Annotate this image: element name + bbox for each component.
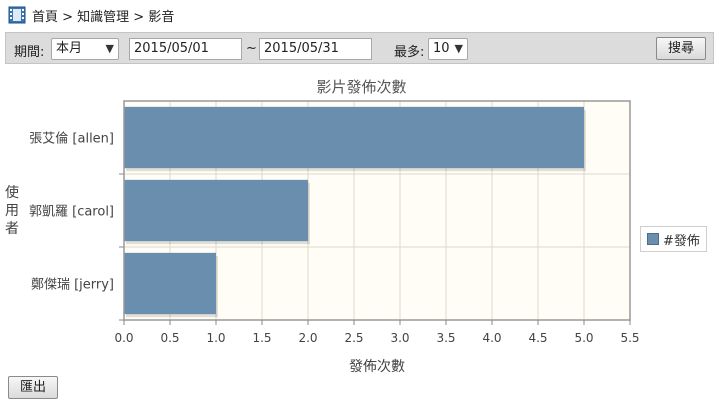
date-separator: ~: [246, 41, 257, 56]
export-button[interactable]: 匯出: [8, 376, 58, 399]
x-tick-label: 3.5: [436, 331, 455, 345]
bar: [124, 252, 216, 315]
x-tick-label: 4.0: [482, 331, 501, 345]
chevron-down-icon: ▼: [454, 42, 463, 55]
x-tick-label: 1.5: [252, 331, 271, 345]
y-axis-label: 使用者: [5, 185, 19, 237]
period-value: 本月: [56, 41, 83, 56]
max-value: 10: [433, 41, 450, 56]
bar: [124, 106, 584, 169]
x-tick-label: 0.5: [160, 331, 179, 345]
x-tick-label: 0.0: [114, 331, 133, 345]
x-tick-label: 5.5: [620, 331, 639, 345]
chart-title: 影片發佈次數: [316, 78, 407, 96]
x-tick-label: 1.0: [206, 331, 225, 345]
max-label: 最多:: [394, 45, 425, 60]
legend-swatch: [647, 233, 659, 245]
period-label: 期間:: [14, 45, 45, 60]
filter-toolbar: 期間: 本月 ▼ 2015/05/01 ~ 2015/05/31 最多: 10 …: [5, 32, 714, 64]
period-select[interactable]: 本月 ▼: [51, 38, 119, 60]
bar: [124, 179, 308, 242]
chart-legend: #發佈: [640, 226, 707, 252]
breadcrumb-text: 首頁 > 知識管理 > 影音: [32, 9, 175, 25]
category-label: 郭凱羅 [carol]: [29, 204, 114, 220]
x-tick-label: 2.0: [298, 331, 317, 345]
plot-border: [123, 100, 631, 321]
chevron-down-icon: ▼: [105, 42, 114, 55]
x-tick-label: 4.5: [528, 331, 547, 345]
date-from-input[interactable]: 2015/05/01: [129, 38, 242, 60]
breadcrumb: 首頁 > 知識管理 > 影音: [8, 4, 174, 26]
x-axis-label: 發佈次數: [349, 359, 405, 375]
x-tick-label: 5.0: [574, 331, 593, 345]
x-tick-label: 2.5: [344, 331, 363, 345]
category-label: 張艾倫 [allen]: [29, 132, 114, 147]
x-tick-label: 3.0: [390, 331, 409, 345]
film-icon: [8, 6, 26, 24]
category-label: 鄭傑瑞 [jerry]: [31, 278, 114, 293]
date-to-input[interactable]: 2015/05/31: [259, 38, 372, 60]
max-select[interactable]: 10 ▼: [428, 38, 468, 60]
search-button[interactable]: 搜尋: [656, 37, 706, 60]
legend-label: #發佈: [663, 233, 700, 249]
